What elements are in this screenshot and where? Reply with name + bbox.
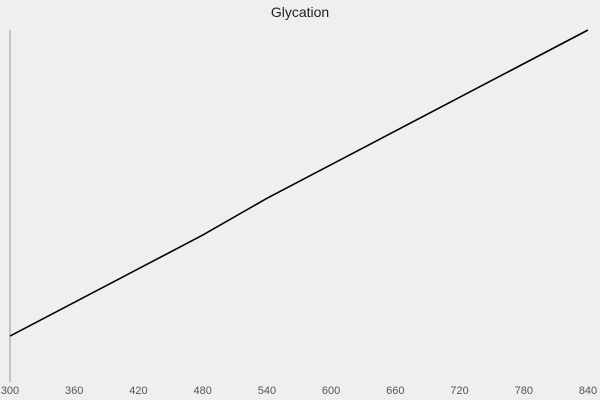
x-tick-label: 720 bbox=[450, 385, 468, 397]
chart-title: Glycation bbox=[270, 4, 330, 20]
x-tick-label: 780 bbox=[515, 385, 533, 397]
x-tick-label: 660 bbox=[386, 385, 404, 397]
x-tick-label: 600 bbox=[322, 385, 340, 397]
x-axis-ticks: 300 360 420 480 540 600 660 720 780 840 bbox=[1, 385, 597, 397]
x-tick-label: 420 bbox=[129, 385, 147, 397]
x-tick-label: 300 bbox=[1, 385, 19, 397]
series-group bbox=[9, 29, 589, 337]
x-tick-label: 840 bbox=[579, 385, 597, 397]
x-tick-label: 480 bbox=[193, 385, 211, 397]
series-line bbox=[9, 29, 589, 337]
x-tick-label: 360 bbox=[65, 385, 83, 397]
x-tick-label: 540 bbox=[258, 385, 276, 397]
